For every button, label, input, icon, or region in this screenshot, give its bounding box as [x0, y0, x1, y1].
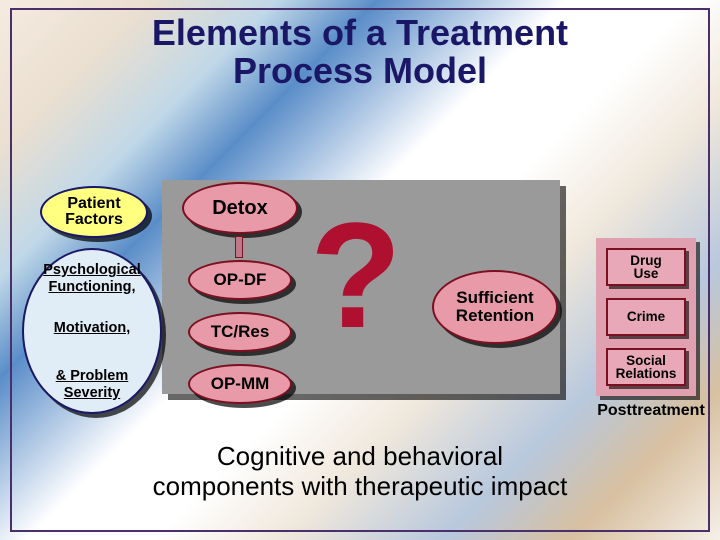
- outcome-0: Drug Use: [606, 248, 686, 286]
- bottom-line-2: components with therapeutic impact: [153, 471, 568, 501]
- modality-0-label: OP-DF: [214, 270, 267, 290]
- title-line-1: Elements of a Treatment: [152, 12, 568, 53]
- outcome-2: Social Relations: [606, 348, 686, 386]
- modality-1: TC/Res: [188, 312, 292, 352]
- outcome-0-label: Drug Use: [630, 254, 662, 281]
- detox-ellipse: Detox: [182, 182, 298, 234]
- detox-label: Detox: [212, 197, 268, 220]
- detox-connector: [235, 236, 243, 258]
- title-line-2: Process Model: [233, 50, 487, 91]
- modality-1-label: TC/Res: [211, 322, 270, 342]
- patient-factors-ellipse: Patient Factors: [40, 186, 148, 238]
- left-item-0-label: Psychological Functioning,: [43, 262, 141, 295]
- modality-0: OP-DF: [188, 260, 292, 300]
- patient-factors-label: Patient Factors: [65, 196, 123, 228]
- posttreatment-label: Posttreatment: [586, 402, 716, 420]
- bottom-caption: Cognitive and behavioral components with…: [0, 442, 720, 502]
- left-item-2-label: & Problem Severity: [56, 368, 129, 401]
- outcome-1-label: Crime: [627, 310, 665, 324]
- modality-2-label: OP-MM: [211, 374, 270, 394]
- bottom-line-1: Cognitive and behavioral: [217, 441, 503, 471]
- outcome-1: Crime: [606, 298, 686, 336]
- sufficient-label: Sufficient Retention: [456, 289, 534, 325]
- sufficient-retention-ellipse: Sufficient Retention: [432, 270, 558, 344]
- left-item-1-label: Motivation,: [54, 320, 131, 336]
- left-item-2: & Problem Severity: [22, 368, 162, 401]
- outcome-2-label: Social Relations: [616, 354, 677, 381]
- left-item-0: Psychological Functioning,: [22, 262, 162, 295]
- slide-title: Elements of a Treatment Process Model: [0, 14, 720, 90]
- modality-2: OP-MM: [188, 364, 292, 404]
- question-mark: ?: [310, 200, 402, 350]
- left-item-1: Motivation,: [22, 320, 162, 337]
